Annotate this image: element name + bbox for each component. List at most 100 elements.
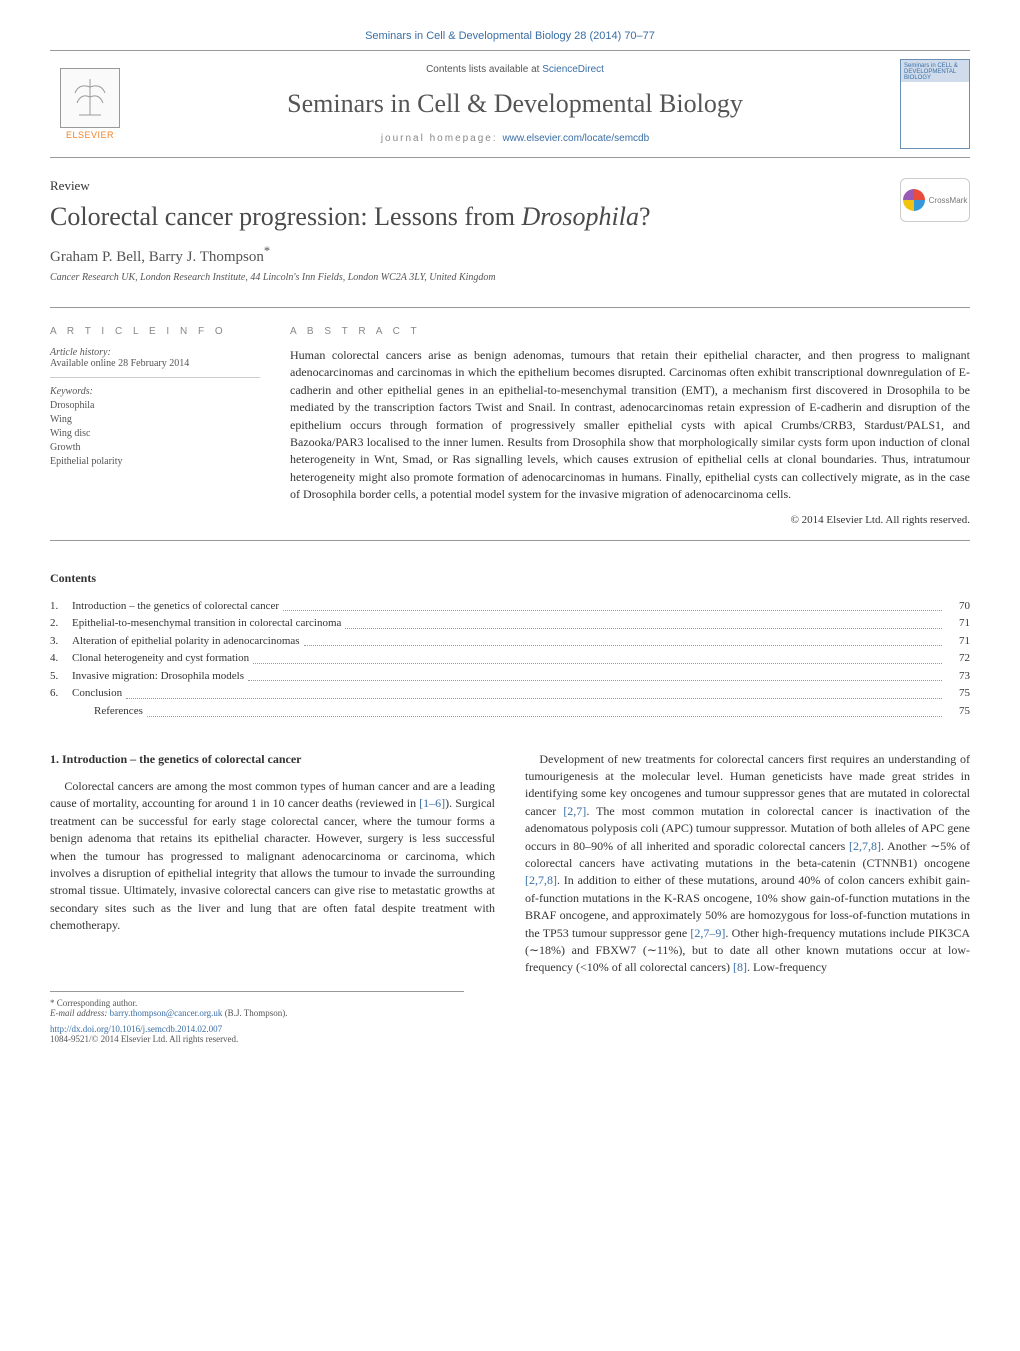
keywords-label: Keywords: [50,386,260,397]
abstract-column: a b s t r a c t Human colorectal cancers… [290,326,970,526]
toc-page: 75 [946,703,970,721]
toc-row[interactable]: References 75 [50,703,970,721]
toc-row[interactable]: 3.Alteration of epithelial polarity in a… [50,633,970,651]
crossmark-label: CrossMark [929,196,968,205]
email-label: E-mail address: [50,1008,110,1018]
article-info-heading: a r t i c l e i n f o [50,326,260,337]
doi-block: http://dx.doi.org/10.1016/j.semcdb.2014.… [50,1024,970,1044]
affiliation: Cancer Research UK, London Research Inst… [50,272,651,283]
body-paragraph: Development of new treatments for colore… [525,751,970,977]
toc-leader-dots [253,650,942,664]
elsevier-logo: ELSEVIER [50,59,130,149]
article-info-column: a r t i c l e i n f o Article history: A… [50,326,260,526]
keyword-item: Growth [50,441,260,455]
toc-leader-dots [283,598,942,612]
elsevier-tree-icon [60,68,120,128]
running-header: Seminars in Cell & Developmental Biology… [50,30,970,42]
crossmark-badge[interactable]: CrossMark [900,178,970,222]
article-title: Colorectal cancer progression: Lessons f… [50,202,651,232]
toc-row[interactable]: 2.Epithelial-to-mesenchymal transition i… [50,615,970,633]
history-block: Article history: Available online 28 Feb… [50,347,260,378]
para2-f: . Low-frequency [747,960,827,974]
toc-leader-dots [126,685,942,699]
journal-homepage-line: journal homepage: www.elsevier.com/locat… [140,133,890,144]
toc-page: 72 [946,650,970,668]
title-em: Drosophila [521,202,639,231]
toc-page: 71 [946,633,970,651]
homepage-prefix: journal homepage: [381,133,503,144]
toc-page: 70 [946,598,970,616]
article-heading-block: Review Colorectal cancer progression: Le… [50,178,651,297]
citation-link[interactable]: [2,7–9] [690,926,725,940]
toc-title: Introduction – the genetics of colorecta… [72,598,279,616]
toc-title: Alteration of epithelial polarity in ade… [72,633,300,651]
corresponding-marker: * [264,244,270,258]
toc-leader-dots [304,633,942,647]
info-abstract-row: a r t i c l e i n f o Article history: A… [50,308,970,541]
toc-page: 71 [946,615,970,633]
email-line: E-mail address: barry.thompson@cancer.or… [50,1008,464,1018]
email-person: (B.J. Thompson). [222,1008,287,1018]
history-line: Available online 28 February 2014 [50,358,260,369]
journal-cover-thumbnail: Seminars in CELL & DEVELOPMENTAL BIOLOGY [900,59,970,149]
citation-link[interactable]: [2,7,8] [849,839,881,853]
toc-number: 3. [50,633,72,651]
citation-link[interactable]: [2,7,8] [525,873,557,887]
toc-page: 75 [946,685,970,703]
toc-row[interactable]: 5.Invasive migration: Drosophila models 7… [50,668,970,686]
toc-number [50,703,72,721]
body-paragraph: Colorectal cancers are among the most co… [50,778,495,935]
toc-row[interactable]: 1.Introduction – the genetics of colorec… [50,598,970,616]
toc-number: 5. [50,668,72,686]
citation-link[interactable]: [2,7] [563,804,586,818]
toc-number: 2. [50,615,72,633]
keyword-item: Drosophila [50,399,260,413]
masthead-center: Contents lists available at ScienceDirec… [130,64,900,144]
para1-post: ). Surgical treatment can be successful … [50,796,495,932]
toc-leader-dots [147,703,942,717]
contents-heading: Contents [50,571,970,586]
toc-leader-dots [248,668,942,682]
author-names: Graham P. Bell, Barry J. Thompson [50,249,264,265]
citation-link[interactable]: [1–6] [419,796,445,810]
corresponding-author-note: * Corresponding author. [50,998,464,1008]
title-pre: Colorectal cancer progression: Lessons f… [50,202,521,231]
toc-title: Epithelial-to-mesenchymal transition in … [72,615,341,633]
toc-title: References [72,703,143,721]
toc-title: Clonal heterogeneity and cyst formation [72,650,249,668]
history-label: Article history: [50,347,260,358]
doi-link[interactable]: http://dx.doi.org/10.1016/j.semcdb.2014.… [50,1024,222,1034]
toc-number: 6. [50,685,72,703]
toc-row[interactable]: 4.Clonal heterogeneity and cyst formatio… [50,650,970,668]
section-1-heading: 1. Introduction – the genetics of colore… [50,751,495,768]
abstract-heading: a b s t r a c t [290,326,970,337]
toc-page: 73 [946,668,970,686]
keyword-item: Epithelial polarity [50,455,260,469]
crossmark-icon [903,189,925,211]
issn-copyright-line: 1084-9521/© 2014 Elsevier Ltd. All right… [50,1034,970,1044]
article-type: Review [50,178,651,194]
authors: Graham P. Bell, Barry J. Thompson* [50,244,651,266]
contents-available-line: Contents lists available at ScienceDirec… [140,64,890,75]
toc-number: 4. [50,650,72,668]
elsevier-label: ELSEVIER [66,130,114,140]
toc-row[interactable]: 6.Conclusion75 [50,685,970,703]
abstract-body: Human colorectal cancers arise as benign… [290,347,970,504]
toc-title: Invasive migration: Drosophila models [72,668,244,686]
toc-leader-dots [345,615,942,629]
citation-link[interactable]: [8] [733,960,747,974]
journal-homepage-link[interactable]: www.elsevier.com/locate/semcdb [502,133,649,144]
journal-title: Seminars in Cell & Developmental Biology [140,89,890,119]
footnotes: * Corresponding author. E-mail address: … [50,991,464,1018]
toc-number: 1. [50,598,72,616]
journal-masthead: ELSEVIER Contents lists available at Sci… [50,50,970,158]
table-of-contents: Contents 1.Introduction – the genetics o… [50,571,970,721]
sciencedirect-link[interactable]: ScienceDirect [542,64,604,75]
title-post: ? [639,202,651,231]
body-text-columns: 1. Introduction – the genetics of colore… [50,751,970,977]
keywords-block: Keywords: Drosophila Wing Wing disc Grow… [50,386,260,469]
keyword-item: Wing disc [50,427,260,441]
keyword-item: Wing [50,413,260,427]
contents-prefix: Contents lists available at [426,64,542,75]
corresponding-email-link[interactable]: barry.thompson@cancer.org.uk [110,1008,223,1018]
